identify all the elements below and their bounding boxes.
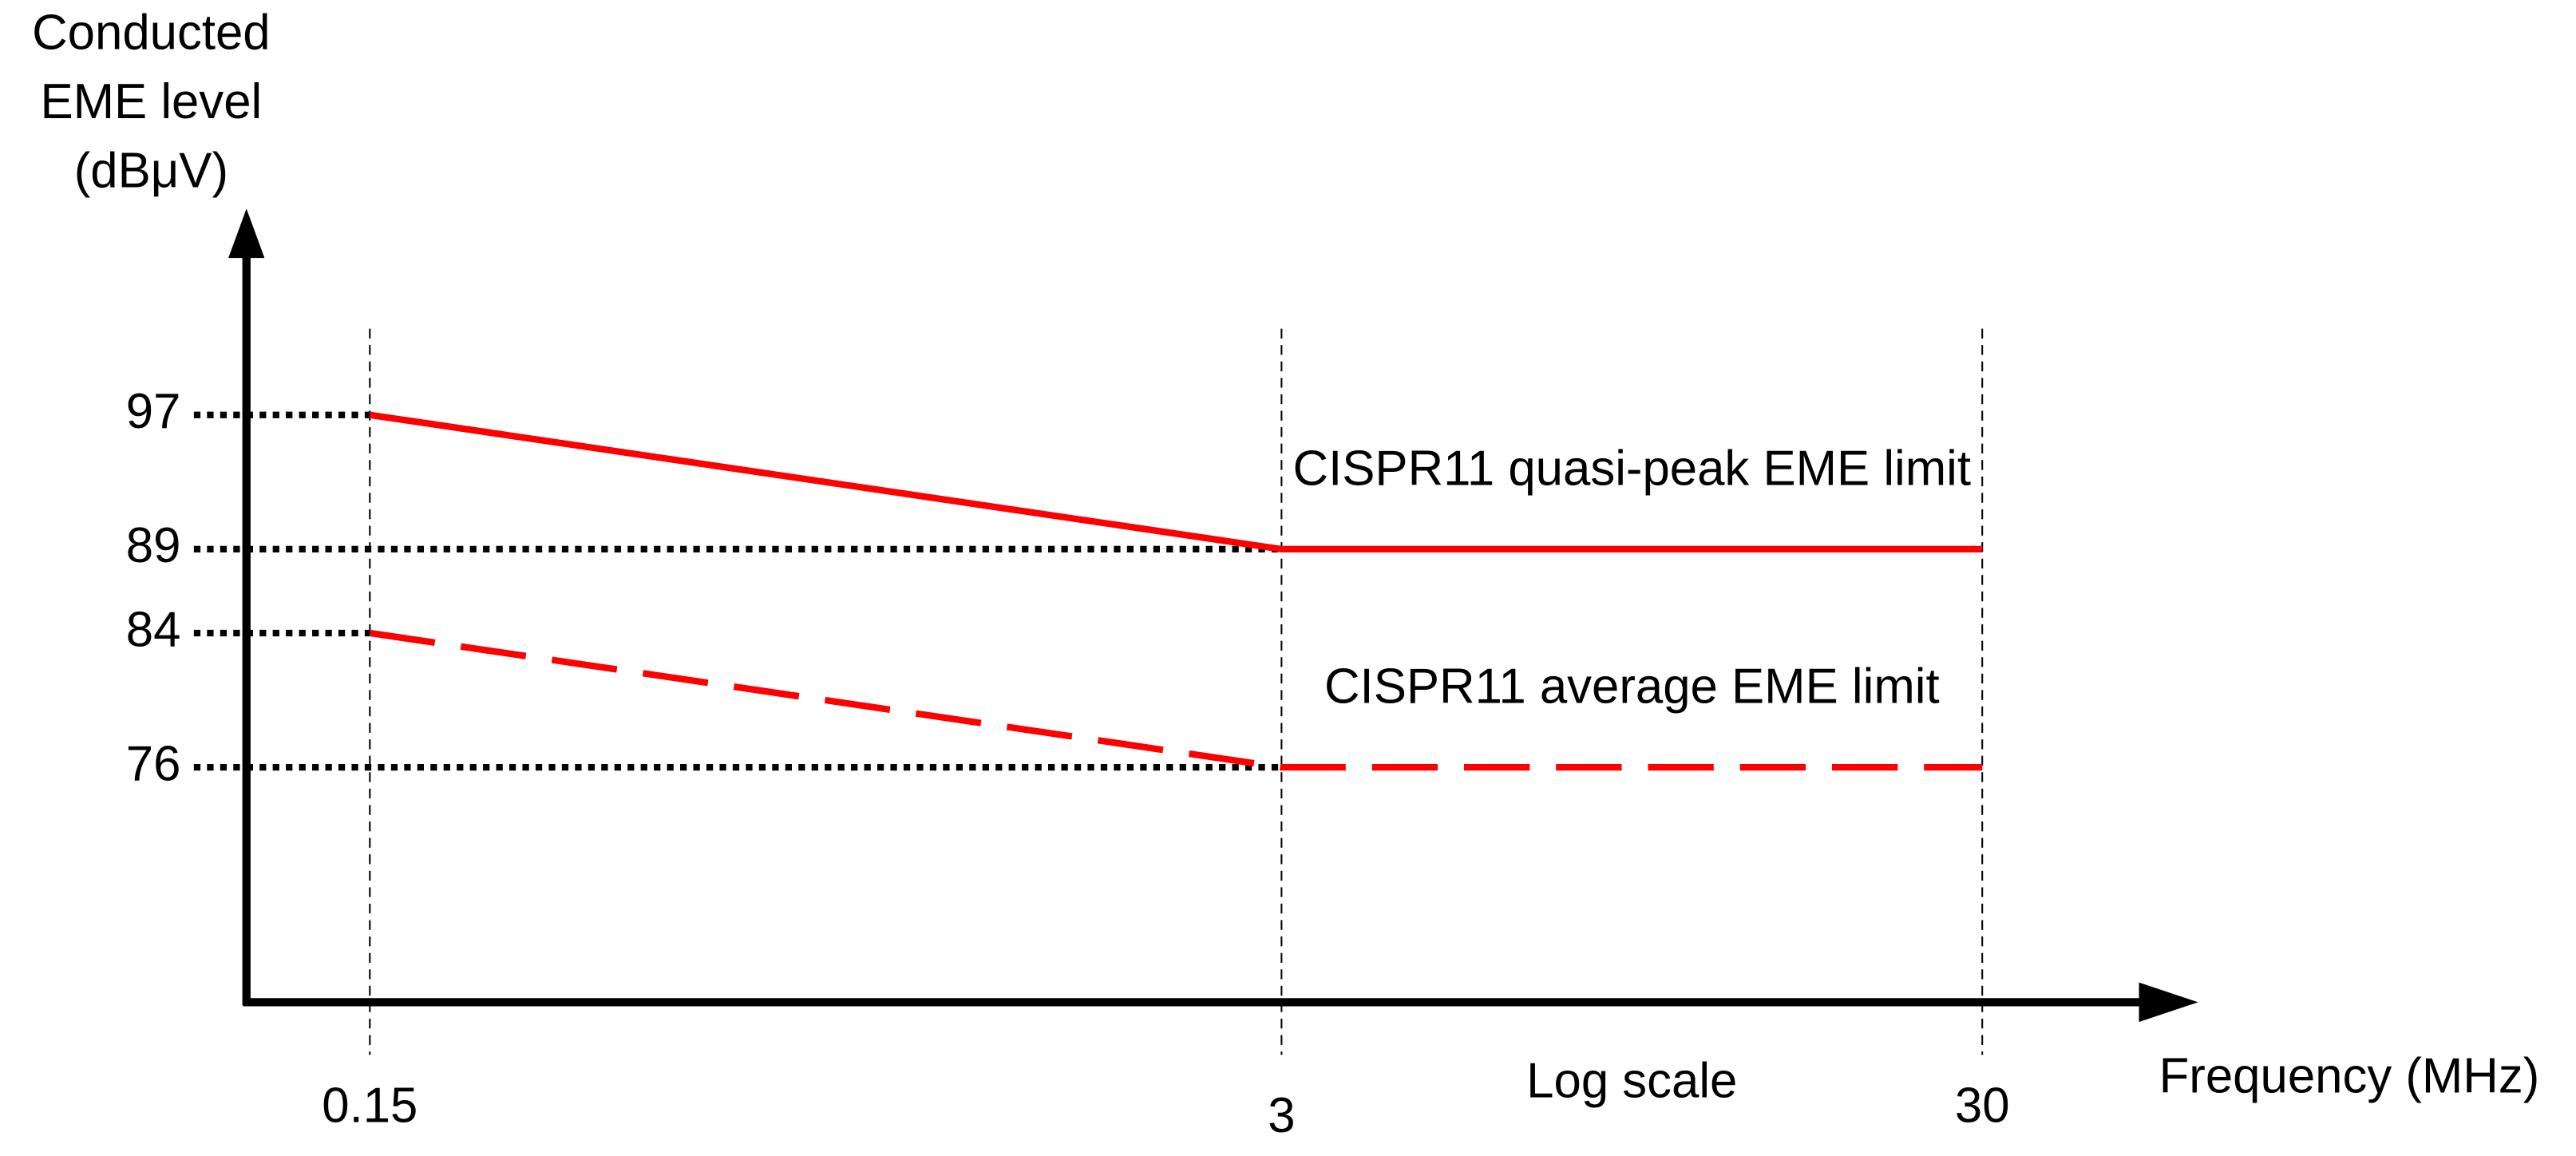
y-tick-label: 97 [126,384,181,439]
y-axis-label: EME level [40,74,262,129]
y-tick-label: 89 [126,518,181,573]
series-line [369,411,1983,553]
y-axis-arrow [228,208,265,259]
y-axis-label: Conducted [32,6,271,61]
y-tick-label: 76 [126,736,181,791]
x-tick-label: 30 [1955,1078,2010,1133]
x-tick-label: 0.15 [322,1078,417,1133]
y-tick-label: 84 [126,602,181,657]
x-axis-arrow [2139,982,2198,1023]
y-axis-label: (dBμV) [74,143,228,198]
annotation: Log scale [1526,1054,1737,1109]
series-line [369,629,1983,771]
series-label: CISPR11 quasi-peak EME limit [1293,441,1972,496]
x-axis-label: Frequency (MHz) [2159,1048,2540,1103]
x-tick-label: 3 [1268,1088,1295,1143]
series-label: CISPR11 average EME limit [1324,659,1940,715]
